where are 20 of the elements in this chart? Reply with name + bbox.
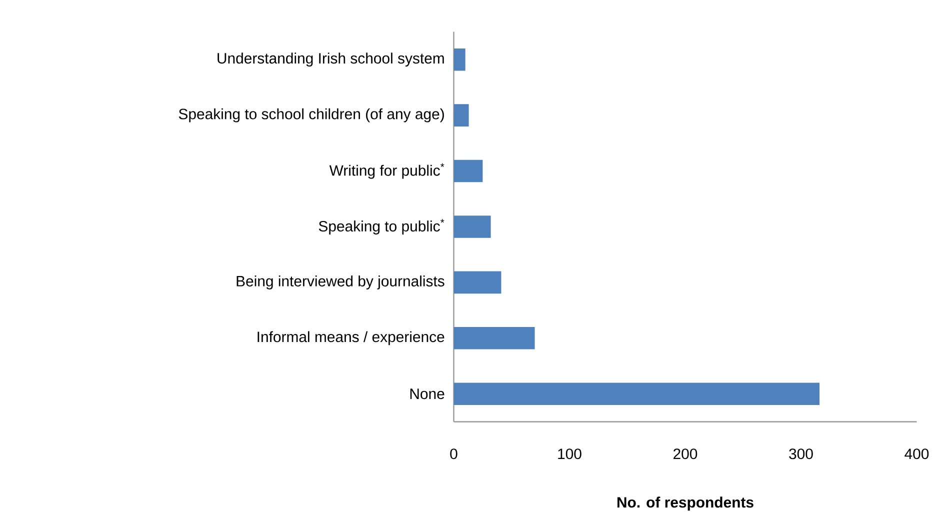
y-tick-label: None	[410, 388, 444, 400]
bar	[454, 327, 535, 350]
bar	[454, 104, 469, 126]
y-tick-label: Informal means / experience	[258, 331, 444, 346]
y-tick-label: Speaking to public$^{*}$	[318, 218, 444, 234]
x-axis-title: No. of respondents	[617, 496, 754, 511]
bar	[454, 48, 466, 71]
x-tick-label: 200	[674, 448, 698, 460]
bar	[454, 160, 483, 182]
bar	[454, 216, 491, 238]
bar	[454, 271, 502, 294]
x-tick-label: 400	[904, 448, 929, 460]
x-tick-label: 0	[450, 448, 458, 460]
y-tick-label: Writing for public$^{*}$	[329, 163, 444, 179]
y-tick-label: Being interviewed by journalists	[236, 275, 444, 290]
x-tick-label: 300	[789, 448, 813, 460]
y-tick-label: Understanding Irish school system	[218, 52, 444, 67]
bar	[454, 382, 820, 406]
y-tick-label: Speaking to school children (of any age)	[178, 108, 444, 122]
x-tick-label: 100	[558, 448, 582, 460]
